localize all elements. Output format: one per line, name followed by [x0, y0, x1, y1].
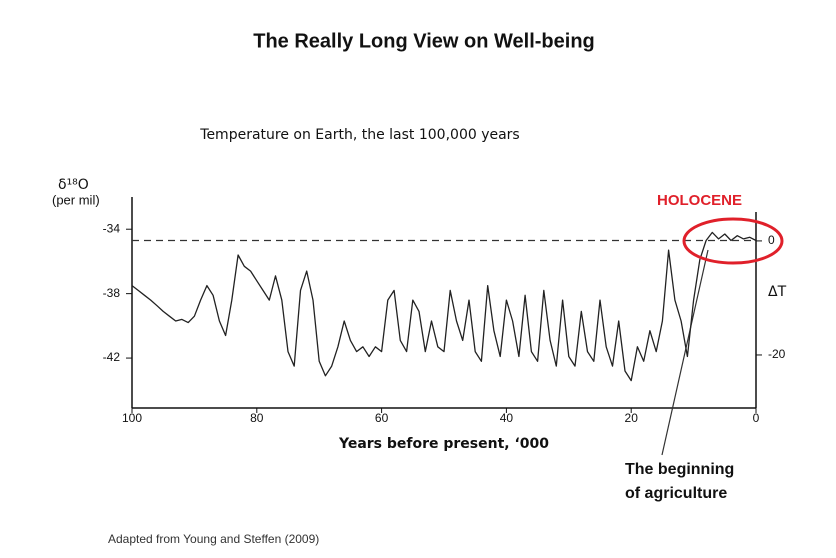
holocene-label: HOLOCENE — [657, 192, 742, 209]
y-axis-label: δ¹⁸O — [58, 177, 89, 193]
source-note: Adapted from Young and Steffen (2009) — [108, 532, 319, 546]
chart-subtitle: Temperature on Earth, the last 100,000 y… — [199, 127, 519, 143]
x-tick-label: 20 — [625, 411, 639, 425]
y-tick-label: -42 — [103, 350, 121, 364]
data-line — [131, 231, 757, 382]
x-tick-label: 60 — [375, 411, 389, 425]
x-tick-label: 0 — [753, 411, 760, 425]
x-tick-label: 80 — [250, 411, 264, 425]
x-tick-label: 40 — [500, 411, 514, 425]
holocene-highlight — [682, 217, 784, 265]
y2-tick-label: 0 — [768, 233, 775, 247]
y-axis-unit: (per mil) — [52, 192, 100, 207]
x-tick-label: 100 — [122, 411, 142, 425]
y2-axis-label: ΔT — [768, 284, 787, 300]
y-tick-label: -34 — [103, 221, 121, 235]
note-pointer — [661, 249, 709, 456]
y2-tick-label: -20 — [768, 347, 786, 361]
note-line: The beginning — [625, 461, 734, 478]
note-line: of agriculture — [625, 485, 727, 502]
x-axis-label: Years before present, ‘000 — [338, 436, 549, 452]
slide-title: The Really Long View on Well-being — [253, 30, 595, 52]
y-tick-label: -38 — [103, 286, 121, 300]
